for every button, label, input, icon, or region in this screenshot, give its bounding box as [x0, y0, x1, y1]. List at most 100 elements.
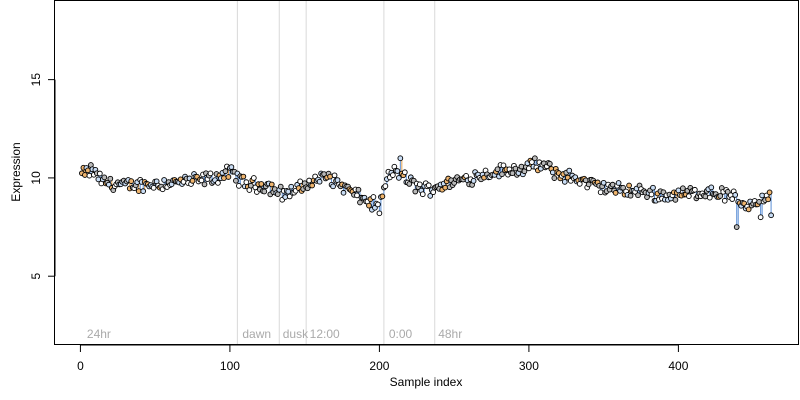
data-point: [551, 175, 558, 181]
data-point: [288, 183, 295, 190]
data-point: [765, 196, 771, 203]
data-point: [532, 155, 538, 162]
data-point: [228, 164, 235, 170]
data-point: [721, 197, 728, 204]
data-point: [201, 181, 208, 188]
data-point: [150, 184, 157, 191]
data-point: [766, 189, 773, 196]
data-point: [225, 174, 232, 180]
data-point: [233, 177, 239, 184]
data-point: [107, 175, 114, 182]
data-point: [691, 186, 698, 193]
y-axis-label: Expression: [9, 142, 23, 201]
data-point: [331, 172, 338, 179]
data-point: [207, 170, 214, 177]
data-point: [379, 193, 386, 200]
data-point: [425, 182, 432, 189]
data-point: [401, 169, 408, 176]
data-point: [686, 193, 692, 199]
data-point: [258, 181, 265, 187]
data-point: [86, 172, 93, 179]
region-label: dawn: [242, 327, 271, 341]
data-point: [370, 194, 377, 200]
y-tick-label: 10: [29, 171, 43, 185]
y-tick-label: 15: [29, 73, 43, 87]
data-point: [702, 193, 709, 200]
x-tick-label: 400: [668, 359, 688, 373]
plot-frame: [54, 0, 799, 345]
x-tick-label: 0: [77, 359, 84, 373]
data-point: [672, 196, 679, 203]
data-point: [494, 166, 501, 173]
data-point: [648, 191, 655, 198]
data-point: [635, 192, 641, 199]
data-point: [394, 168, 401, 174]
data-point: [729, 196, 736, 202]
data-point: [85, 167, 91, 174]
data-point: [240, 173, 247, 180]
data-point: [733, 224, 740, 230]
region-label: 24hr: [87, 327, 111, 341]
data-point: [128, 178, 135, 184]
data-point: [268, 181, 275, 188]
data-point: [406, 181, 413, 187]
data-point: [140, 188, 147, 194]
data-point: [354, 192, 360, 199]
data-point: [282, 194, 289, 200]
data-point: [499, 171, 505, 178]
y-axis: 5 10 15: [29, 73, 56, 280]
data-point: [261, 188, 268, 195]
data-point: [243, 179, 250, 186]
data-point: [546, 160, 553, 167]
data-point: [585, 181, 592, 188]
data-point: [412, 188, 419, 195]
data-point: [221, 175, 227, 181]
data-point: [768, 212, 774, 219]
data-point: [286, 193, 293, 200]
data-point: [427, 193, 434, 199]
data-point: [626, 182, 632, 189]
data-point: [215, 180, 221, 186]
data-point: [717, 193, 724, 199]
data-point: [620, 184, 626, 191]
x-tick-label: 100: [220, 359, 240, 373]
data-point: [512, 165, 519, 172]
data-point: [612, 190, 619, 196]
data-point: [375, 201, 381, 208]
data-point: [463, 172, 469, 179]
data-point: [236, 183, 242, 189]
data-point: [745, 206, 752, 213]
data-point: [277, 183, 284, 190]
data-point: [470, 178, 477, 184]
region-label: dusk: [283, 327, 309, 341]
x-axis-label: Sample index: [390, 375, 463, 389]
data-point: [96, 170, 103, 177]
data-point: [757, 214, 764, 221]
data-point: [189, 177, 196, 184]
data-point: [340, 189, 347, 196]
data-point: [650, 184, 656, 191]
data-point: [708, 184, 715, 191]
x-axis: 0 100 200 300 400: [77, 344, 689, 373]
data-point: [330, 183, 336, 190]
data-point: [316, 178, 323, 185]
data-point: [357, 199, 363, 206]
data-point: [355, 186, 362, 193]
data-point: [627, 192, 634, 199]
data-point: [198, 177, 205, 184]
data-point: [222, 168, 229, 175]
data-point: [82, 172, 88, 178]
data-point: [250, 175, 257, 181]
data-point: [161, 177, 167, 183]
data-point: [390, 172, 396, 178]
region-label: 12:00: [310, 327, 340, 341]
y-tick-label: 5: [29, 273, 43, 280]
x-tick-label: 300: [519, 359, 539, 373]
data-point: [397, 155, 404, 162]
data-point: [732, 192, 739, 198]
data-point: [615, 180, 622, 186]
data-point: [382, 183, 389, 189]
data-point: [101, 174, 108, 181]
data-point: [566, 167, 573, 174]
